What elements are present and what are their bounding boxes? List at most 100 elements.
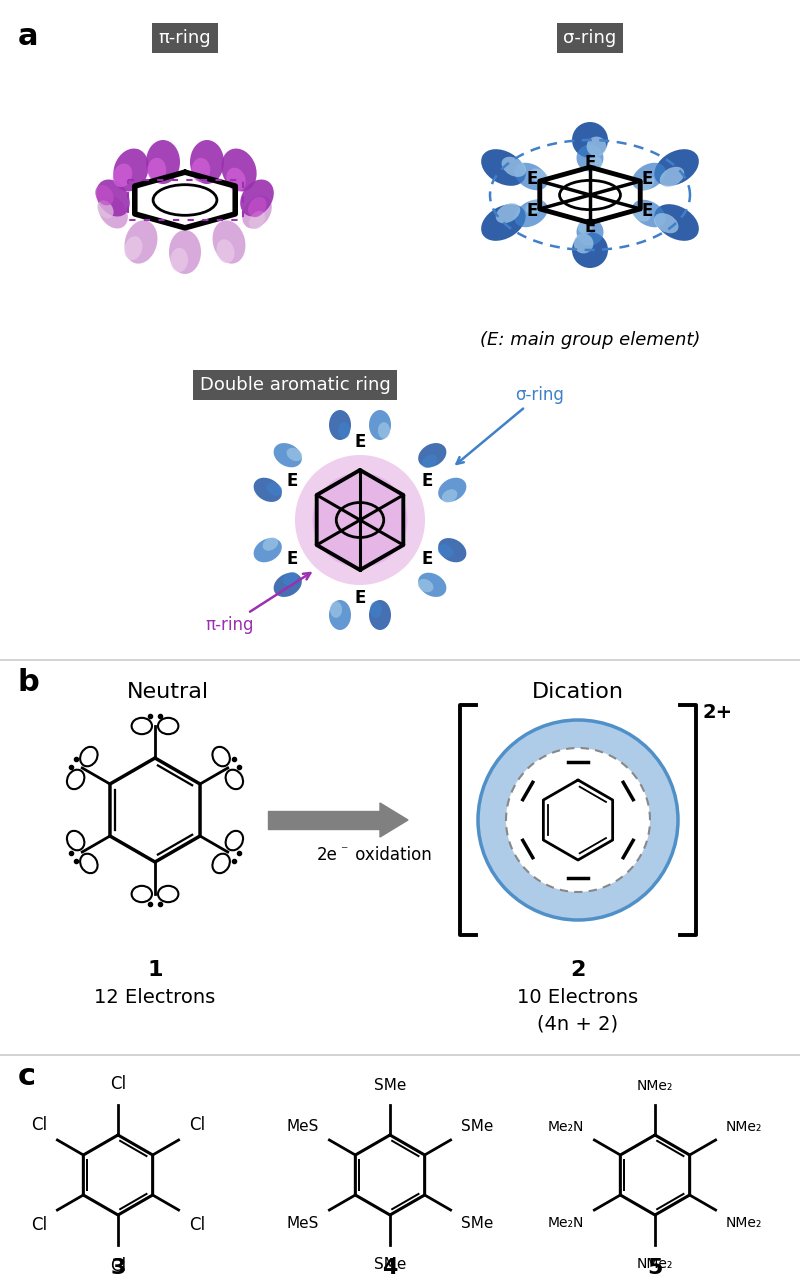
Ellipse shape	[481, 149, 526, 186]
Ellipse shape	[587, 155, 602, 171]
Ellipse shape	[330, 601, 342, 618]
Ellipse shape	[248, 196, 266, 217]
Text: 5: 5	[647, 1257, 662, 1274]
Ellipse shape	[67, 831, 84, 850]
Ellipse shape	[274, 573, 302, 598]
Ellipse shape	[530, 168, 548, 183]
Ellipse shape	[98, 200, 114, 218]
Ellipse shape	[313, 473, 407, 567]
Ellipse shape	[124, 236, 142, 260]
Ellipse shape	[132, 885, 152, 902]
Text: E: E	[354, 589, 366, 606]
Text: E: E	[584, 218, 596, 236]
Text: NMe₂: NMe₂	[637, 1079, 673, 1093]
Text: 2e: 2e	[317, 846, 338, 864]
Text: SMe: SMe	[374, 1078, 406, 1093]
Ellipse shape	[329, 410, 351, 440]
Text: Me₂N: Me₂N	[548, 1215, 584, 1229]
Text: Cl: Cl	[31, 1215, 47, 1235]
Ellipse shape	[249, 211, 266, 229]
Text: π-ring: π-ring	[158, 29, 211, 47]
Ellipse shape	[190, 140, 224, 183]
Ellipse shape	[654, 149, 699, 186]
Ellipse shape	[438, 544, 454, 558]
Text: NMe₂: NMe₂	[637, 1257, 673, 1271]
Text: Cl: Cl	[110, 1075, 126, 1093]
Ellipse shape	[274, 443, 302, 468]
Text: σ-ring: σ-ring	[563, 29, 617, 47]
Ellipse shape	[254, 478, 282, 502]
Text: c: c	[18, 1063, 36, 1091]
Ellipse shape	[654, 204, 699, 241]
Ellipse shape	[286, 447, 302, 461]
Text: Cl: Cl	[189, 1215, 205, 1235]
Ellipse shape	[226, 769, 243, 789]
Ellipse shape	[67, 769, 84, 789]
Ellipse shape	[213, 747, 230, 766]
Ellipse shape	[158, 717, 178, 734]
Ellipse shape	[254, 538, 282, 562]
Text: (4n + 2): (4n + 2)	[538, 1015, 618, 1034]
Text: Cl: Cl	[110, 1257, 126, 1274]
Text: 10 Electrons: 10 Electrons	[518, 989, 638, 1006]
Text: 3: 3	[110, 1257, 126, 1274]
Text: E: E	[286, 471, 298, 490]
Ellipse shape	[586, 136, 606, 157]
Ellipse shape	[132, 717, 152, 734]
Ellipse shape	[147, 158, 166, 182]
Text: π-ring: π-ring	[205, 573, 310, 634]
Ellipse shape	[572, 122, 608, 158]
Text: E: E	[286, 550, 298, 568]
Ellipse shape	[369, 410, 391, 440]
Ellipse shape	[282, 572, 298, 585]
Text: 2: 2	[570, 961, 586, 980]
Ellipse shape	[526, 199, 544, 214]
Ellipse shape	[438, 478, 466, 502]
Ellipse shape	[266, 483, 282, 496]
Ellipse shape	[170, 248, 188, 273]
Ellipse shape	[442, 489, 458, 503]
Ellipse shape	[632, 206, 650, 222]
Text: SMe: SMe	[374, 1257, 406, 1271]
Ellipse shape	[577, 219, 603, 246]
Ellipse shape	[217, 240, 234, 262]
Ellipse shape	[574, 233, 594, 254]
Ellipse shape	[378, 422, 390, 438]
Text: Double aromatic ring: Double aromatic ring	[200, 376, 390, 394]
Text: MeS: MeS	[286, 1215, 319, 1231]
Ellipse shape	[329, 600, 351, 631]
Ellipse shape	[95, 185, 114, 205]
Text: E: E	[354, 433, 366, 451]
Text: MeS: MeS	[286, 1119, 319, 1134]
Ellipse shape	[80, 854, 98, 873]
Text: oxidation: oxidation	[350, 846, 432, 864]
Ellipse shape	[369, 600, 391, 631]
Text: E: E	[642, 171, 653, 189]
Ellipse shape	[191, 158, 210, 182]
Ellipse shape	[572, 232, 608, 268]
Text: Cl: Cl	[189, 1116, 205, 1134]
Text: E: E	[584, 154, 596, 172]
Ellipse shape	[577, 144, 603, 172]
Text: Me₂N: Me₂N	[548, 1120, 584, 1134]
Ellipse shape	[496, 203, 520, 223]
Text: Cl: Cl	[31, 1116, 47, 1134]
Text: NMe₂: NMe₂	[726, 1215, 762, 1229]
Text: E: E	[527, 171, 538, 189]
Ellipse shape	[422, 455, 438, 468]
Text: SMe: SMe	[461, 1215, 494, 1231]
Ellipse shape	[578, 219, 593, 234]
Ellipse shape	[636, 176, 654, 191]
Text: SMe: SMe	[461, 1119, 494, 1134]
Ellipse shape	[418, 573, 446, 598]
Text: E: E	[422, 550, 434, 568]
Ellipse shape	[262, 538, 278, 550]
Circle shape	[478, 720, 678, 920]
Ellipse shape	[295, 455, 425, 585]
Text: σ-ring: σ-ring	[457, 386, 564, 464]
Ellipse shape	[113, 163, 132, 187]
Ellipse shape	[242, 195, 272, 228]
Text: Dication: Dication	[532, 682, 624, 702]
Ellipse shape	[660, 167, 684, 187]
Text: 12 Electrons: 12 Electrons	[94, 989, 216, 1006]
